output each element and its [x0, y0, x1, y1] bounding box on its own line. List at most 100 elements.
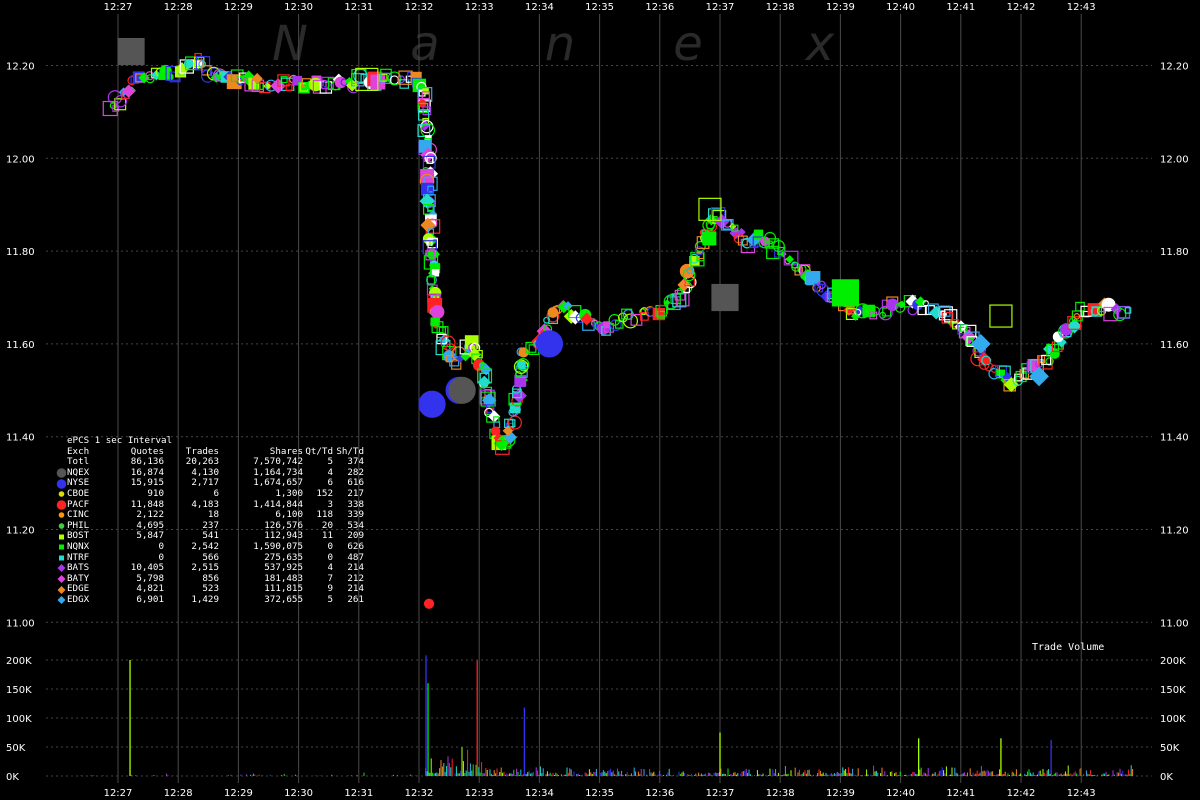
volume-tick-left: 150K: [6, 685, 32, 696]
price-marker: [753, 229, 764, 239]
volume-tick-right: 50K: [1160, 743, 1180, 754]
price-marker: [117, 37, 145, 66]
price-marker: [617, 312, 628, 323]
price-marker: [1012, 375, 1023, 386]
x-tick-bottom: 12:32: [405, 788, 434, 799]
price-marker: [525, 341, 537, 353]
price-marker: [831, 279, 860, 307]
legend-cell-exch: CBOE: [67, 487, 90, 499]
y-tick-left: 11.20: [6, 526, 35, 537]
volume-tick-right: 200K: [1160, 656, 1186, 667]
volume-tick-left: 200K: [6, 656, 32, 667]
price-marker: [682, 268, 696, 282]
price-marker: [277, 74, 290, 87]
price-marker: [989, 304, 1013, 328]
legend-cell-trades: 4,183: [191, 498, 219, 510]
y-tick-right: 12.00: [1160, 154, 1189, 165]
watermark-letter: x: [804, 16, 835, 72]
price-marker: [698, 197, 722, 221]
x-tick-bottom: 12:39: [826, 788, 855, 799]
legend-cell-quotes: 10,405: [130, 562, 164, 574]
x-tick-top: 12:32: [405, 2, 434, 13]
legend-row: BOST 5,847 541 112,943 11 209: [56, 531, 364, 542]
legend-marker-circle: [56, 521, 67, 532]
price-marker: [321, 76, 334, 90]
x-tick-bottom: 12:28: [164, 788, 193, 799]
legend-marker-circle: [56, 478, 67, 489]
x-tick-top: 12:43: [1067, 2, 1096, 13]
legend-cell-exch: BOST: [67, 530, 90, 542]
legend-cell-exch: PACF: [67, 498, 90, 510]
price-marker: [515, 370, 522, 378]
legend-cell-quotes: 6,901: [136, 593, 164, 605]
price-marker: [121, 84, 136, 98]
price-marker: [195, 56, 211, 71]
price-marker: [686, 266, 694, 275]
x-tick-top: 12:39: [826, 2, 855, 13]
price-marker: [846, 306, 855, 315]
price-marker: [423, 598, 435, 609]
legend-header-shares: Shares: [269, 445, 303, 457]
legend-marker-empty: [56, 457, 67, 468]
price-marker: [490, 426, 501, 436]
legend-header-quotes: Quotes: [130, 445, 164, 457]
volume-label: Trade Volume: [1032, 642, 1105, 653]
legend-cell-qt-td: 4: [327, 466, 333, 478]
price-marker: [114, 94, 128, 108]
legend-row: NQNX 0 2,542 1,590,075 0 626: [56, 540, 364, 553]
price-marker: [517, 360, 526, 370]
price-marker: [430, 305, 445, 319]
price-marker: [1113, 307, 1127, 322]
price-marker: [449, 356, 460, 367]
legend-cell-sh-td: 217: [347, 487, 364, 499]
price-marker: [763, 231, 777, 245]
x-tick-bottom: 12:40: [886, 788, 915, 799]
legend-cell-exch: EDGX: [67, 593, 90, 605]
legend-cell-trades: 20,263: [185, 456, 219, 468]
legend-cell-quotes: 5,798: [136, 572, 164, 584]
price-marker: [917, 305, 927, 316]
legend-cell-qt-td: 3: [327, 498, 333, 510]
legend-cell-qt-td: 20: [321, 519, 333, 531]
legend-marker-circle: [56, 510, 67, 521]
legend-cell-shares: 1,300: [275, 487, 303, 499]
price-marker: [1045, 357, 1054, 366]
grid: [46, 14, 1152, 783]
price-marker: [183, 59, 194, 69]
x-tick-bottom: 12:38: [766, 788, 795, 799]
legend-cell-shares: 537,925: [264, 562, 303, 574]
legend-cell-qt-td: 7: [327, 572, 333, 584]
y-tick-left: 11.60: [6, 340, 35, 351]
legend-marker-circle: [56, 489, 67, 500]
legend-cell-trades: 2,717: [191, 477, 219, 489]
price-marker: [696, 253, 705, 262]
x-tick-bottom: 12:43: [1067, 788, 1096, 799]
price-marker: [418, 109, 430, 121]
legend-cell-shares: 181,483: [264, 572, 303, 584]
legend-cell-exch: NTRF: [67, 551, 90, 563]
legend-row: PHIL 4,695 237 126,576 20 534: [56, 519, 364, 532]
price-marker: [623, 313, 639, 329]
price-marker: [1124, 307, 1132, 314]
legend-cell-qt-td: 5: [327, 593, 333, 605]
legend-cell-sh-td: 209: [347, 530, 364, 542]
price-marker: [1015, 370, 1027, 383]
legend-cell-shares: 372,655: [264, 593, 303, 605]
x-tick-bottom: 12:41: [946, 788, 975, 799]
volume-tick-right: 150K: [1160, 685, 1186, 696]
price-marker: [1067, 318, 1082, 334]
legend-marker-diamond: [56, 574, 67, 585]
price-marker: [512, 388, 522, 399]
x-tick-bottom: 12:37: [706, 788, 735, 799]
volume-tick-left: 50K: [6, 743, 26, 754]
legend-header-trades: Trades: [185, 445, 219, 457]
price-marker: [379, 73, 388, 82]
price-marker: [580, 312, 594, 326]
legend-cell-sh-td: 616: [347, 477, 364, 489]
price-marker: [438, 326, 446, 334]
legend-cell-sh-td: 374: [347, 456, 364, 468]
price-marker: [511, 388, 527, 404]
legend-cell-shares: 1,590,075: [253, 540, 303, 552]
legend-header-row: Exch Quotes Trades Shares Qt/Td Sh/Td: [56, 445, 364, 458]
legend-cell-shares: 126,576: [264, 519, 303, 531]
